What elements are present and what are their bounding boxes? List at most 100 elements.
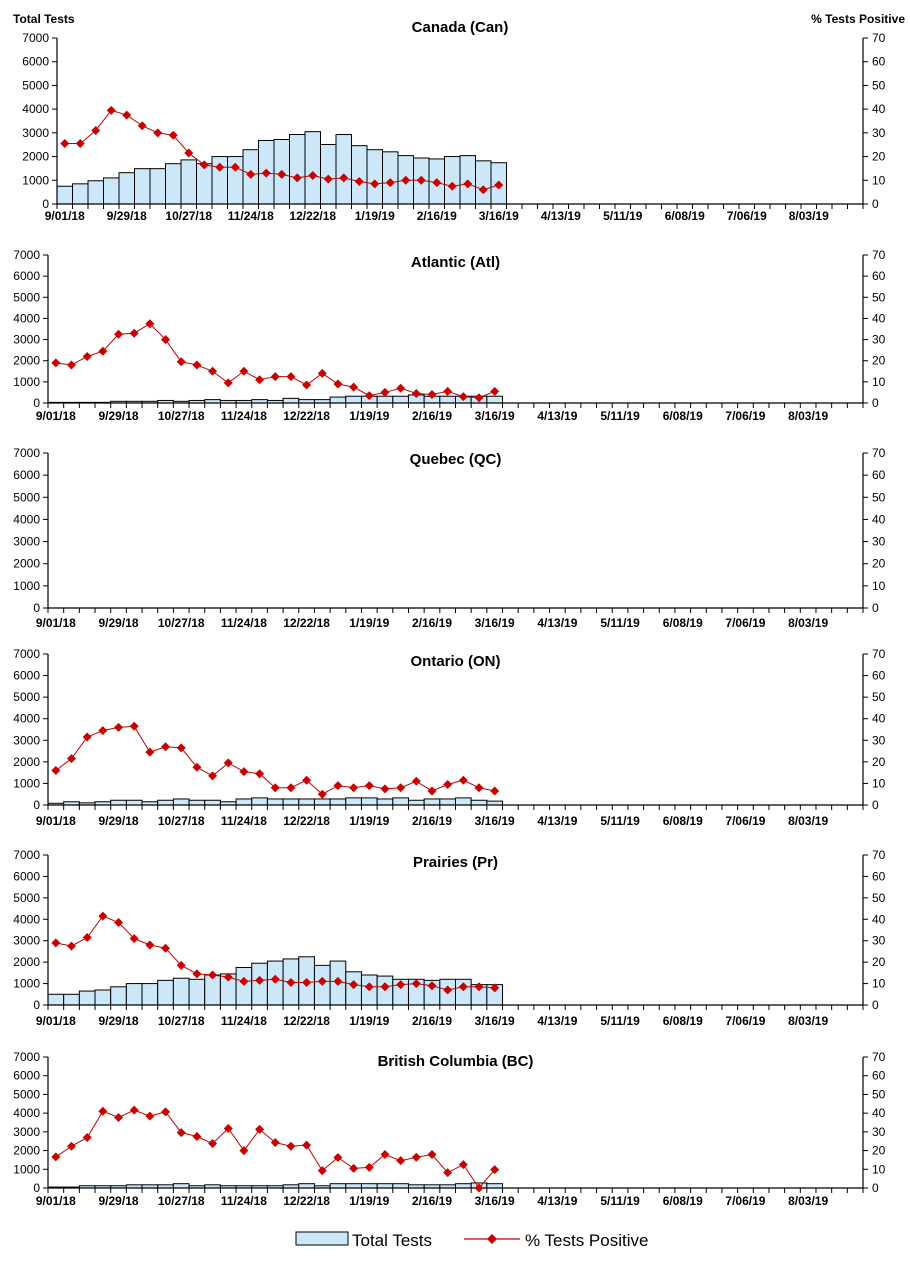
y-left-tick-label: 4000 [13, 512, 40, 526]
pct-positive-marker [411, 1152, 421, 1162]
pct-positive-marker [255, 375, 265, 385]
pct-positive-marker [349, 1163, 359, 1173]
x-tick-label: 1/19/19 [349, 409, 389, 423]
pct-positive-marker [114, 329, 124, 339]
pct-positive-marker [98, 346, 108, 356]
y-left-tick-label: 0 [33, 601, 40, 615]
pct-positive-marker [277, 169, 287, 179]
x-tick-label: 2/16/19 [412, 409, 452, 423]
bar [329, 396, 347, 404]
pct-positive-marker [67, 360, 77, 370]
x-tick-label: 2/16/19 [412, 814, 452, 828]
pct-positive-marker [317, 368, 327, 378]
x-tick-label: 10/27/18 [165, 209, 212, 223]
bar [444, 156, 461, 205]
x-tick-label: 10/27/18 [158, 1194, 205, 1208]
x-tick-label: 7/06/19 [725, 1014, 765, 1028]
bar [165, 163, 182, 205]
bar [188, 978, 206, 1006]
y-left-tick-label: 5000 [13, 891, 40, 905]
pct-positive-marker [114, 722, 124, 732]
bar [392, 1183, 409, 1189]
pct-positive-marker [364, 391, 374, 401]
pct-positive-marker [223, 378, 233, 388]
pct-positive-marker [184, 148, 194, 158]
bar [455, 797, 472, 806]
x-tick-label: 9/01/18 [45, 209, 85, 223]
pct-positive-marker [458, 982, 468, 992]
pct-positive-marker [458, 392, 468, 402]
pct-positive-marker [208, 970, 218, 980]
pct-positive-marker [91, 125, 101, 135]
pct-positive-marker [427, 1150, 437, 1160]
pct-positive-marker [114, 918, 124, 927]
pct-positive-marker [292, 173, 302, 183]
bar [360, 797, 378, 806]
panel-0: Canada (Can) Total Tests % Tests Positive 0… [13, 12, 905, 223]
x-tick-label: 7/06/19 [725, 616, 765, 630]
pct-positive-marker [286, 978, 296, 987]
panel-title: Ontario (ON) [411, 653, 501, 670]
x-tick-label: 9/29/18 [99, 616, 139, 630]
bar [110, 986, 127, 1006]
bar [251, 797, 268, 806]
y-right-tick-label: 10 [872, 173, 886, 187]
x-tick-label: 6/08/19 [663, 409, 703, 423]
x-tick-label: 1/19/19 [349, 1014, 389, 1028]
bar [118, 172, 135, 205]
y-left-tick-label: 5000 [22, 78, 49, 92]
pct-positive-marker [246, 169, 256, 179]
y-right-tick-label: 20 [872, 354, 886, 368]
bar [149, 168, 166, 205]
y-left-tick-label: 5000 [13, 1087, 40, 1101]
x-tick-label: 12/22/18 [283, 616, 330, 630]
bar [298, 798, 315, 806]
y-right-tick-label: 10 [872, 1162, 886, 1176]
pct-positive-marker [98, 726, 108, 736]
y-left-tick-label: 0 [33, 1181, 40, 1195]
pct-positive-marker [106, 105, 116, 115]
bar [103, 177, 120, 205]
pct-positive-marker [82, 732, 92, 742]
pct-positive-marker [270, 1138, 280, 1148]
pct-positive-marker [333, 781, 343, 791]
y-left-tick-label: 0 [33, 798, 40, 812]
panel-title: Canada (Can) [412, 19, 509, 36]
bar [486, 1183, 504, 1189]
pct-positive-marker [443, 386, 453, 396]
pct-positive-marker [145, 1111, 155, 1121]
y-right-tick-label: 60 [872, 869, 886, 883]
pct-positive-marker [239, 366, 249, 376]
pct-positive-marker [255, 769, 265, 779]
x-tick-label: 11/24/18 [221, 1194, 267, 1208]
x-tick-label: 10/27/18 [158, 814, 205, 828]
y-left-tick-label: 5000 [13, 490, 40, 504]
y-right-tick-label: 0 [872, 197, 879, 211]
x-tick-label: 4/13/19 [537, 814, 577, 828]
y-right-tick-label: 30 [872, 934, 886, 948]
y-right-tick-label: 70 [872, 248, 886, 262]
y-right-tick-label: 60 [872, 55, 886, 69]
pct-positive-marker [75, 139, 85, 149]
pct-positive-marker [349, 382, 359, 392]
x-tick-label: 3/16/19 [479, 209, 519, 223]
bar [56, 185, 73, 205]
pct-positive-marker [82, 351, 92, 361]
legend: Total Tests % Tests Positive [295, 1231, 648, 1250]
y-left-tick-label: 6000 [13, 269, 40, 283]
y-right-tick-label: 60 [872, 269, 886, 283]
pct-positive-marker [239, 976, 249, 986]
bar [376, 798, 394, 806]
bar [345, 1183, 362, 1189]
bar [110, 799, 127, 806]
pct-positive-marker [463, 179, 473, 189]
y-left-tick-label: 1000 [13, 579, 40, 593]
legend-line-label: % Tests Positive [525, 1231, 648, 1250]
y-left-tick-label: 4000 [13, 1106, 40, 1120]
panel-title: Atlantic (Atl) [411, 254, 500, 271]
pct-positive-marker [474, 982, 484, 992]
x-tick-label: 9/01/18 [36, 1014, 76, 1028]
x-tick-label: 9/29/18 [99, 1014, 139, 1028]
bar [360, 1183, 378, 1189]
y-left-tick-label: 6000 [13, 669, 40, 683]
